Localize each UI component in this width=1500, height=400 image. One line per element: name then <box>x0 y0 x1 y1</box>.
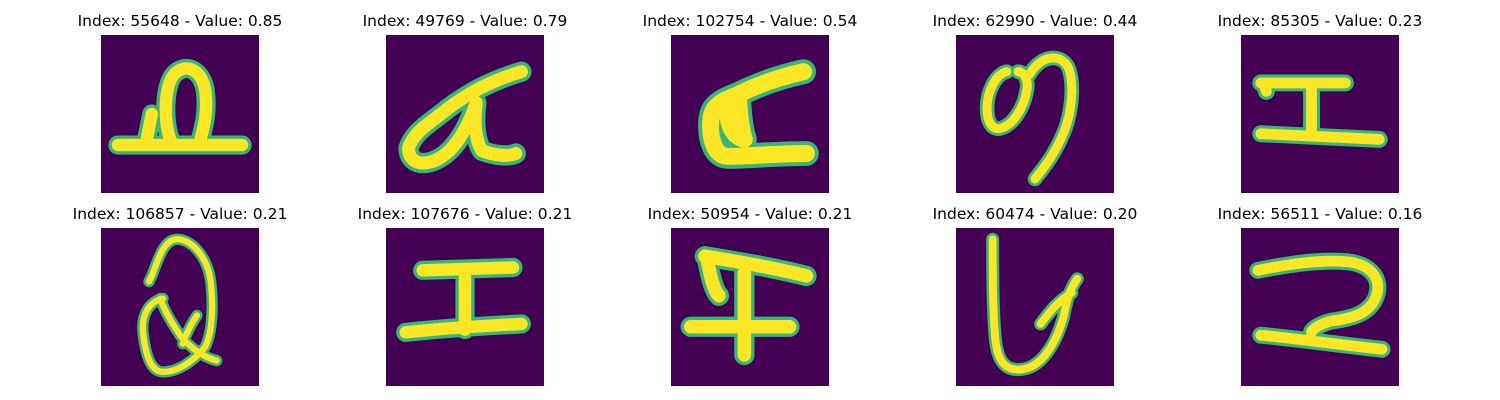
panel-title: Index: 56511 - Value: 0.16 <box>1217 205 1423 223</box>
character-image <box>956 35 1114 193</box>
panel-8: Index: 50954 - Value: 0.21 <box>600 204 900 394</box>
glyph-svg <box>396 257 532 342</box>
character-image <box>386 228 544 386</box>
panel-title: Index: 102754 - Value: 0.54 <box>642 12 858 30</box>
character-image <box>101 35 259 193</box>
panel-title: Index: 107676 - Value: 0.21 <box>357 205 573 223</box>
character-image <box>956 228 1114 386</box>
panel-1: Index: 55648 - Value: 0.85 <box>30 11 330 201</box>
panel-2: Index: 49769 - Value: 0.79 <box>315 11 615 201</box>
panel-title: Index: 62990 - Value: 0.44 <box>932 12 1138 30</box>
character-image <box>1241 228 1399 386</box>
panel-4: Index: 62990 - Value: 0.44 <box>885 11 1185 201</box>
panel-title: Index: 85305 - Value: 0.23 <box>1217 12 1423 30</box>
character-image <box>671 228 829 386</box>
panel-10: Index: 56511 - Value: 0.16 <box>1170 204 1470 394</box>
character-image <box>1241 35 1399 193</box>
glyph-svg <box>979 50 1080 187</box>
glyph-svg <box>1249 252 1391 358</box>
glyph-svg <box>698 59 819 169</box>
character-image <box>671 35 829 193</box>
glyph-svg <box>398 61 532 174</box>
panel-title: Index: 55648 - Value: 0.85 <box>77 12 283 30</box>
glyph-svg <box>137 233 223 378</box>
panel-title: Index: 50954 - Value: 0.21 <box>647 205 853 223</box>
panel-3: Index: 102754 - Value: 0.54 <box>600 11 900 201</box>
glyph-svg <box>680 246 817 366</box>
character-image <box>101 228 259 386</box>
glyph-svg <box>986 232 1084 377</box>
panel-7: Index: 107676 - Value: 0.21 <box>315 204 615 394</box>
glyph-svg <box>108 58 252 155</box>
panel-title: Index: 60474 - Value: 0.20 <box>932 205 1138 223</box>
panel-5: Index: 85305 - Value: 0.23 <box>1170 11 1470 201</box>
glyph-svg <box>1252 74 1388 148</box>
panel-6: Index: 106857 - Value: 0.21 <box>30 204 330 394</box>
panel-9: Index: 60474 - Value: 0.20 <box>885 204 1185 394</box>
panel-title: Index: 106857 - Value: 0.21 <box>72 205 288 223</box>
character-image <box>386 35 544 193</box>
panel-title: Index: 49769 - Value: 0.79 <box>362 12 568 30</box>
